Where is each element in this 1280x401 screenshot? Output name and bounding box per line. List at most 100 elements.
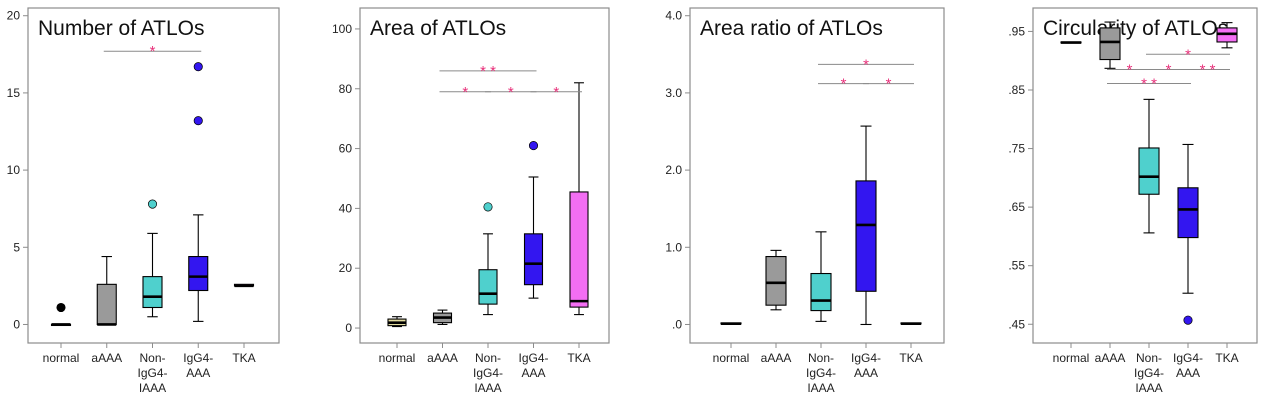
y-tick-label: 20	[7, 9, 21, 23]
box-aaaa	[1099, 21, 1121, 69]
y-tick-label: 0	[13, 317, 20, 331]
significance-label: * *	[480, 63, 496, 80]
box-iqr	[1177, 187, 1199, 239]
significance-label: *	[150, 43, 156, 60]
x-tick-label-aaaa: aAAA	[761, 351, 792, 365]
y-tick-label: 10	[7, 163, 21, 177]
box-tka	[900, 322, 922, 326]
box-iqr	[142, 276, 163, 309]
x-tick-label-igg4-aaa: IgG4-AAA	[518, 351, 548, 380]
x-tick-label-tka: TKA	[567, 351, 590, 365]
box-normal	[1060, 41, 1082, 44]
y-tick-label: 1.0	[665, 240, 682, 254]
x-tick-label-normal: normal	[43, 351, 80, 365]
x-tick-label-aaaa: aAAA	[91, 351, 122, 365]
y-tick-label: 20	[339, 261, 353, 275]
panel-4: .45 .55 .65 .75 .85 .95 normal aAAA Non-IgG4-IAA…	[1008, 7, 1258, 395]
y-tick-label: .65	[1008, 200, 1025, 214]
panel-2: 0 20 40 60 80 100 normal aAAA Non-IgG4-IAAA IgG4-…	[332, 7, 610, 395]
x-tick-label-normal: normal	[1053, 351, 1090, 365]
y-tick-label: .95	[1008, 24, 1025, 38]
y-tick-label: 2.0	[665, 163, 682, 177]
y-tick-label: 40	[339, 201, 353, 215]
box-iqr	[523, 233, 544, 286]
y-tick-label: 15	[7, 86, 21, 100]
x-tick-label-normal: normal	[713, 351, 750, 365]
box-non-igg4-iaaa	[810, 231, 832, 322]
chart-title: Area of ATLOs	[370, 17, 506, 40]
chart-title: Area ratio of ATLOs	[700, 17, 883, 40]
box-iqr	[569, 191, 589, 308]
significance-label: *	[1185, 46, 1191, 63]
x-tick-label-tka: TKA	[899, 351, 922, 365]
outlier-point	[147, 199, 158, 209]
significance-label: *	[553, 84, 559, 101]
significance-label: *	[841, 76, 847, 93]
outlier-point	[1183, 315, 1193, 325]
significance-label: *	[1166, 61, 1172, 78]
x-tick-label-non-igg4-iaaa: Non-IgG4-IAAA	[137, 351, 167, 395]
y-tick-label: 80	[339, 82, 353, 96]
y-tick-label: .55	[1008, 259, 1025, 273]
box-igg4-aaa	[188, 62, 209, 322]
panel-1: 0 5 10 15 20 normal aAAA Non-IgG4-IAAA IgG4-AAA T…	[7, 7, 280, 395]
box-aaaa	[96, 255, 117, 326]
box-iqr	[810, 272, 832, 312]
y-tick-label: 3.0	[665, 86, 682, 100]
box-tka	[569, 82, 589, 316]
box-aaaa	[765, 249, 787, 311]
box-non-igg4-iaaa	[478, 202, 498, 316]
y-tick-label: 4.0	[665, 9, 682, 23]
y-tick-label: 100	[332, 22, 352, 36]
x-tick-label-normal: normal	[379, 351, 416, 365]
box-normal	[720, 322, 742, 326]
significance-label: *	[863, 56, 869, 73]
significance-label: *	[508, 84, 514, 101]
significance-label: *	[1127, 61, 1133, 78]
panel-3: .0 1.0 2.0 3.0 4.0 normal aAAA Non-IgG4-IAAA IgG…	[665, 7, 945, 395]
significance-label: *	[886, 76, 892, 93]
outlier-point	[193, 62, 203, 72]
x-tick-label-igg4-aaa: IgG4-AAA	[183, 351, 213, 380]
x-tick-label-non-igg4-iaaa: Non-IgG4-IAAA	[1134, 351, 1164, 395]
significance-label: * *	[1200, 61, 1216, 78]
box-iqr	[188, 255, 209, 292]
x-tick-label-tka: TKA	[1215, 351, 1238, 365]
x-tick-label-tka: TKA	[232, 351, 255, 365]
x-tick-label-igg4-aaa: IgG4-AAA	[851, 351, 881, 380]
y-tick-label: 60	[339, 142, 353, 156]
box-iqr	[96, 283, 117, 326]
x-tick-label-aaaa: aAAA	[427, 351, 458, 365]
outlier-point	[483, 202, 493, 212]
outlier-point	[56, 302, 66, 313]
box-non-igg4-iaaa	[142, 199, 163, 318]
x-tick-label-non-igg4-iaaa: Non-IgG4-IAAA	[473, 351, 503, 395]
box-iqr	[765, 255, 787, 306]
box-aaaa	[432, 309, 453, 326]
outlier-point	[528, 141, 539, 151]
y-tick-label: .45	[1008, 317, 1025, 331]
box-non-igg4-iaaa	[1138, 98, 1160, 234]
box-igg4-aaa	[523, 141, 544, 299]
significance-label: *	[462, 84, 468, 101]
y-tick-label: .0	[672, 317, 682, 331]
box-tka	[1216, 22, 1238, 49]
y-tick-label: .85	[1008, 83, 1025, 97]
box-iqr	[855, 180, 877, 292]
box-iqr	[1138, 147, 1160, 195]
x-tick-label-igg4-aaa: IgG4-AAA	[1173, 351, 1203, 380]
box-igg4-aaa	[855, 125, 877, 326]
box-igg4-aaa	[1177, 143, 1199, 325]
y-tick-label: 5	[13, 240, 20, 254]
box-iqr	[1099, 27, 1121, 61]
chart-title: Number of ATLOs	[38, 17, 205, 40]
box-normal	[50, 302, 72, 327]
box-normal	[387, 316, 407, 328]
y-tick-label: 0	[345, 321, 352, 335]
y-tick-label: .75	[1008, 142, 1025, 156]
box-tka	[233, 283, 255, 288]
x-tick-label-non-igg4-iaaa: Non-IgG4-IAAA	[806, 351, 836, 395]
significance-label: * *	[1141, 76, 1157, 93]
x-tick-label-aaaa: aAAA	[1095, 351, 1126, 365]
